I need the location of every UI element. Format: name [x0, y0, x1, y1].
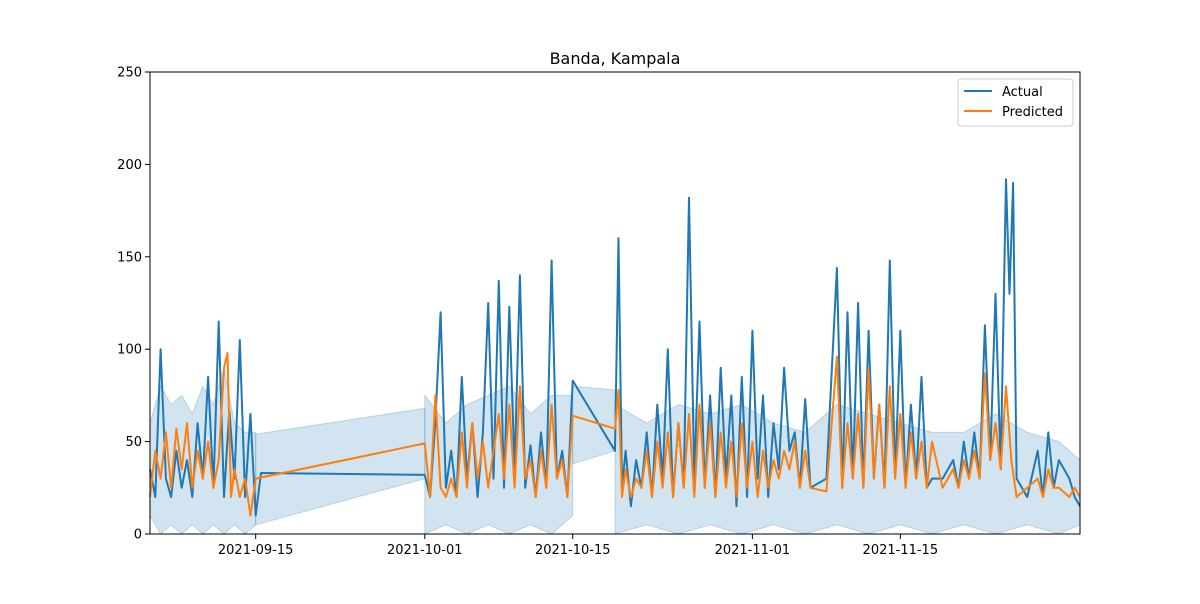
plot-frame — [149, 71, 1081, 535]
y-tick-label: 50 — [125, 435, 142, 450]
legend: Actual Predicted — [957, 78, 1074, 127]
y-tick-label: 200 — [117, 158, 142, 173]
legend-label-predicted: Predicted — [1002, 105, 1063, 120]
x-tick-label: 2021-10-01 — [387, 543, 463, 558]
y-tick-label: 250 — [117, 66, 142, 81]
y-tick-label: 150 — [117, 250, 142, 265]
y-axis: 0 50 100 150 200 250 — [117, 66, 150, 543]
x-tick-label: 2021-10-15 — [535, 543, 611, 558]
chart-title: Banda, Kampala — [550, 49, 681, 68]
x-tick-label: 2021-11-01 — [715, 543, 791, 558]
confidence-band-segment-1 — [255, 407, 426, 526]
series-line-predicted — [149, 351, 1081, 517]
y-tick-label: 0 — [134, 528, 142, 543]
confidence-band-segment-0 — [149, 367, 257, 535]
legend-label-actual: Actual — [1002, 85, 1043, 100]
x-tick-label: 2021-11-15 — [863, 543, 939, 558]
x-axis: 2021-09-15 2021-10-01 2021-10-15 2021-11-01… — [218, 534, 938, 558]
x-tick-label: 2021-09-15 — [218, 543, 294, 558]
series-line-actual — [149, 178, 1081, 517]
series-layer — [149, 178, 1081, 517]
confidence-band-segment-3 — [572, 385, 616, 465]
y-tick-label: 100 — [117, 343, 142, 358]
